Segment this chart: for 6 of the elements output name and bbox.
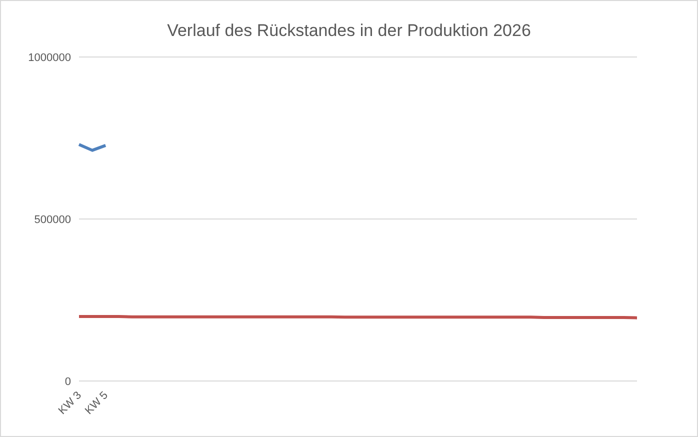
y-tick-label: 1000000 — [28, 52, 71, 64]
x-tick-label: KW 5 — [83, 389, 111, 417]
y-tick-label: 0 — [64, 376, 71, 388]
x-tick-label: KW 3 — [56, 389, 84, 417]
y-tick-label: 500000 — [34, 214, 71, 226]
chart-title: Verlauf des Rückstandes in der Produktion 2026 — [166, 20, 532, 42]
